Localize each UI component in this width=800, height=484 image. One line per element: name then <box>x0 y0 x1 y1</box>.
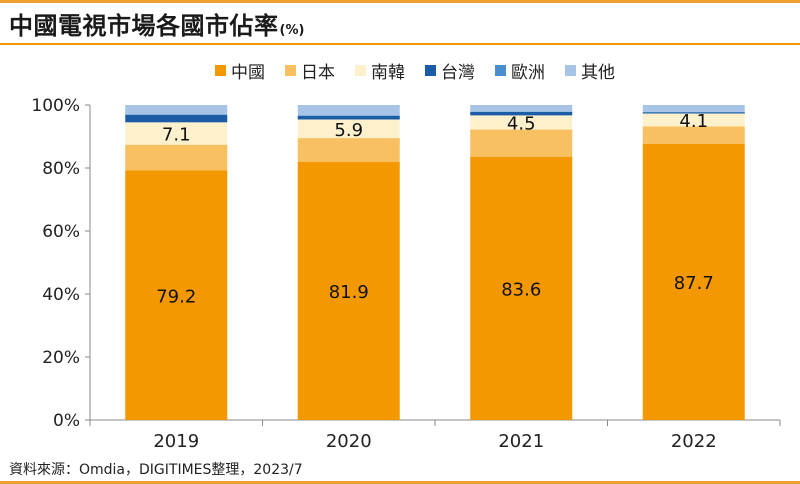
bar-segment <box>297 115 400 120</box>
legend-swatch <box>425 64 436 76</box>
legend-item: 日本 <box>285 58 335 83</box>
bar-data-label: 87.7 <box>674 273 714 294</box>
legend-item: 南韓 <box>355 58 405 83</box>
bar-data-label: 83.6 <box>501 279 541 300</box>
bar-data-label: 7.1 <box>162 125 191 146</box>
legend-swatch <box>565 64 576 76</box>
chart-title-unit: (%) <box>279 23 305 38</box>
legend-swatch <box>355 64 366 76</box>
bar-segment <box>125 122 228 145</box>
chart-title: 中國電視市場各國市佔率 <box>9 12 279 40</box>
bar-segment <box>125 170 228 420</box>
y-tick-label: 100% <box>31 96 80 116</box>
x-tick-label: 2020 <box>326 431 372 452</box>
bar-segment <box>642 112 745 114</box>
source-note: 資料來源：Omdia，DIGITIMES整理，2023/7 <box>9 462 303 478</box>
y-tick-label: 0% <box>53 411 80 431</box>
legend-swatch <box>285 64 296 76</box>
bar-segment <box>470 115 573 130</box>
bar-segment <box>125 114 228 123</box>
chart-legend: 中國 日本 南韓 台灣 歐洲 其他 <box>200 57 630 83</box>
legend-label: 中國 <box>231 62 265 83</box>
y-tick-label: 80% <box>42 159 80 179</box>
bar-segment <box>470 105 573 112</box>
bar-segment <box>297 162 400 420</box>
bar-segment <box>125 144 228 171</box>
x-tick-label: 2021 <box>498 431 544 452</box>
bar-segment <box>642 126 745 144</box>
bar-segment <box>470 156 573 420</box>
stacked-bar-chart: 0% 20% 40% 60% 80% 100% 79.2 7.1 2019 81.9 5.9 2020… <box>31 96 781 452</box>
y-tick-label: 20% <box>42 348 80 368</box>
x-tick-label: 2022 <box>671 431 717 452</box>
legend-swatch <box>495 64 506 76</box>
title-underline-rule <box>0 43 800 45</box>
legend-item: 中國 <box>215 58 265 83</box>
bar-segment <box>297 138 400 163</box>
y-tick-label: 40% <box>42 285 80 305</box>
chart-title-block: 中國電視市場各國市佔率 (%) <box>9 6 304 40</box>
bar-segment <box>642 113 745 127</box>
bar-segment <box>297 119 400 139</box>
bar-segment <box>642 105 745 112</box>
legend-swatch <box>215 64 226 76</box>
legend-item: 歐洲 <box>495 58 545 83</box>
bar-data-label: 81.9 <box>329 282 369 303</box>
x-tick-label: 2019 <box>153 431 199 452</box>
legend-label: 其他 <box>581 62 615 83</box>
bar-data-label: 4.5 <box>507 113 536 134</box>
legend-label: 歐洲 <box>511 62 545 83</box>
bar-segment <box>470 129 573 157</box>
legend-label: 日本 <box>301 62 335 83</box>
legend-item: 台灣 <box>425 58 475 83</box>
legend-label: 台灣 <box>441 62 475 83</box>
bar-data-label: 4.1 <box>679 111 708 132</box>
bar-segment <box>125 105 228 115</box>
legend-label: 南韓 <box>371 62 405 83</box>
legend-item: 其他 <box>565 58 615 83</box>
bar-data-label: 5.9 <box>334 120 363 141</box>
bar-data-label: 79.2 <box>156 286 196 307</box>
y-tick-label: 60% <box>42 222 80 242</box>
bar-segment <box>642 143 745 420</box>
bar-segment <box>470 111 573 116</box>
bottom-accent-rule <box>0 481 800 484</box>
bar-segment <box>297 105 400 116</box>
top-accent-rule <box>0 0 800 3</box>
